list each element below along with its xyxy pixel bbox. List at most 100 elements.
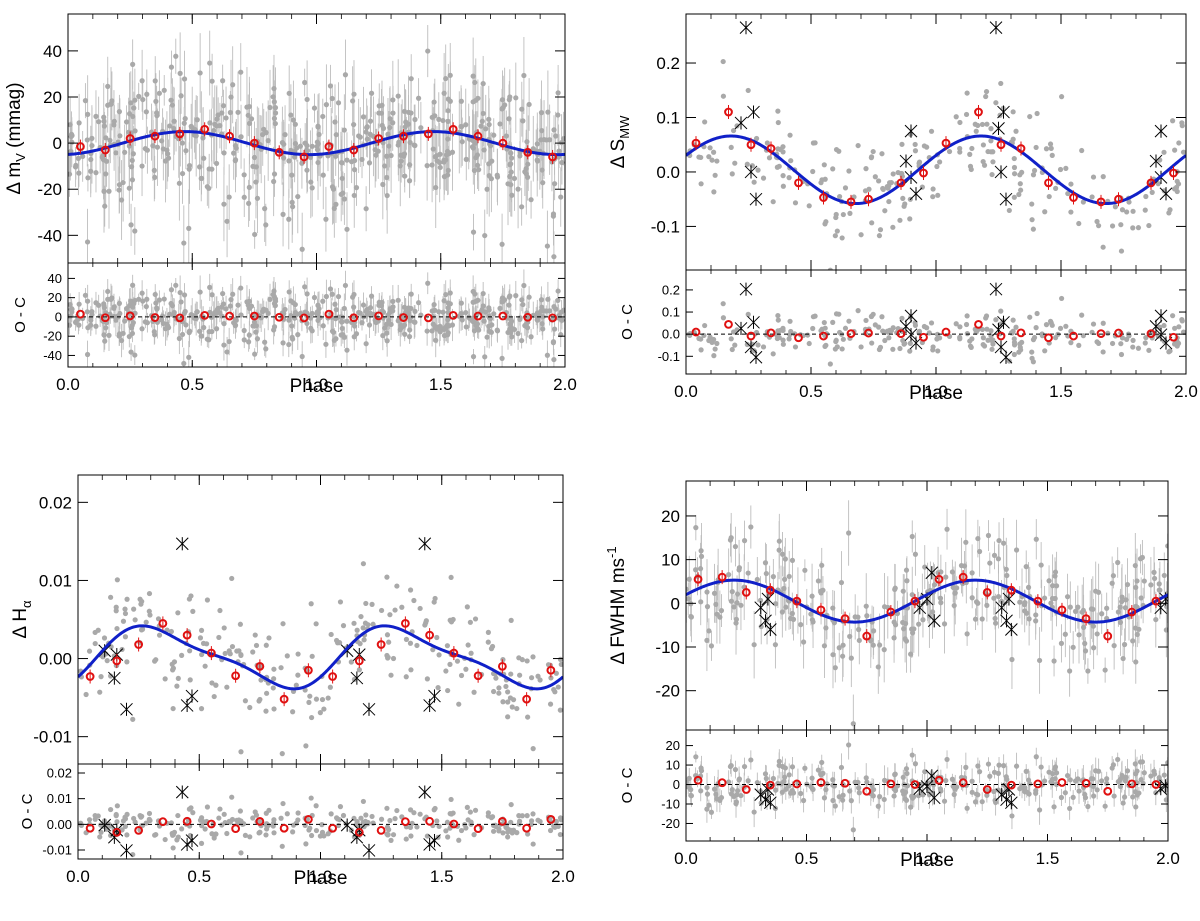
main-ytick-label: 40	[43, 42, 62, 61]
res-data-point	[191, 315, 198, 321]
res-data-point	[998, 308, 1004, 314]
res-binned-point	[448, 310, 458, 320]
res-data-point	[176, 335, 182, 342]
panel-bottom-left: -0.010.000.010.02-0.010.000.010.020.0 0.5…	[10, 474, 575, 889]
main-data-point	[105, 83, 111, 89]
main-data-point	[441, 90, 447, 96]
main-data-point	[718, 607, 725, 614]
res-data-point	[356, 309, 362, 316]
main-data-point	[99, 154, 105, 160]
main-data-point	[864, 613, 870, 619]
res-data-point	[449, 322, 456, 328]
main-data-point	[470, 73, 476, 79]
main-data-point	[309, 185, 315, 191]
res-data-point	[280, 800, 286, 807]
res-data-point	[1053, 770, 1060, 776]
res-data-point	[292, 313, 298, 319]
res-data-point	[286, 289, 292, 295]
main-data-point	[559, 159, 565, 166]
res-data-point	[1003, 774, 1009, 780]
main-data-point	[897, 217, 903, 223]
main-data-point	[1047, 141, 1054, 147]
main-data-point	[217, 123, 223, 129]
main-data-point	[152, 78, 158, 84]
main-data-point	[403, 674, 409, 680]
res-data-point	[122, 823, 129, 829]
main-asterisk-marker	[1002, 592, 1016, 606]
main-binned-point	[125, 134, 135, 143]
main-data-point	[530, 746, 536, 752]
main-binned-point	[182, 630, 192, 640]
res-ytick-label: -20	[43, 329, 62, 344]
main-data-point	[980, 142, 986, 148]
main-data-point	[529, 675, 535, 681]
res-data-point	[539, 321, 545, 327]
main-data-point	[484, 186, 490, 192]
res-data-point	[520, 301, 526, 308]
res-binned-point	[175, 313, 185, 323]
res-data-point	[445, 300, 451, 306]
main-data-point	[440, 117, 446, 124]
res-data-point	[340, 812, 347, 819]
res-data-point	[361, 824, 367, 830]
res-data-point	[755, 342, 761, 348]
res-data-point	[116, 300, 122, 306]
main-data-point	[1082, 640, 1088, 647]
main-binned-point	[158, 619, 168, 628]
res-data-point	[417, 811, 423, 817]
main-data-point	[315, 123, 321, 129]
res-data-point	[132, 352, 138, 358]
res-binned-point	[354, 827, 364, 837]
main-data-point	[780, 173, 786, 179]
res-data-point	[350, 294, 356, 300]
main-data-point	[467, 619, 473, 625]
main-data-point	[1067, 668, 1073, 674]
main-data-point	[1001, 540, 1007, 546]
xtick-label: 2.0	[1174, 382, 1198, 401]
main-data-point	[729, 171, 735, 177]
main-data-point	[183, 148, 189, 154]
res-data-point	[431, 301, 437, 308]
main-data-point	[280, 621, 286, 627]
main-data-point	[337, 599, 344, 605]
main-data-point	[832, 665, 838, 671]
res-data-point	[528, 334, 534, 340]
main-data-point	[727, 537, 734, 543]
main-data-point	[126, 143, 132, 149]
res-data-point	[365, 819, 371, 826]
main-data-point	[132, 228, 138, 234]
main-data-point	[1011, 171, 1018, 177]
main-data-point	[1157, 157, 1163, 163]
main-data-point	[494, 172, 500, 178]
res-data-point	[513, 293, 519, 299]
main-data-point	[387, 116, 393, 122]
main-data-point	[957, 119, 963, 126]
main-data-point	[299, 246, 305, 252]
main-ytick-label: 0.01	[39, 571, 72, 590]
main-data-point	[520, 118, 526, 124]
main-data-point	[497, 121, 503, 127]
main-data-point	[356, 133, 362, 139]
main-data-point	[385, 654, 391, 660]
main-binned-point	[134, 640, 144, 649]
main-data-point	[714, 158, 720, 164]
main-data-point	[935, 192, 941, 198]
main-data-point	[1048, 145, 1054, 151]
res-data-point	[786, 336, 792, 342]
main-data-point	[734, 600, 740, 606]
main-data-point	[1142, 207, 1148, 213]
main-binned-point	[231, 671, 241, 681]
main-data-point	[261, 126, 267, 132]
main-data-point	[770, 199, 776, 205]
main-data-point	[1146, 222, 1152, 229]
main-data-point	[331, 205, 337, 211]
res-data-point	[329, 291, 335, 297]
main-data-point	[314, 143, 320, 149]
main-data-point	[230, 82, 236, 88]
res-asterisk-marker	[997, 315, 1010, 329]
res-data-point	[76, 301, 82, 307]
res-data-point	[252, 809, 258, 815]
main-binned-point	[1103, 631, 1113, 641]
res-data-point	[407, 824, 414, 830]
xtick-label: 0.5	[187, 867, 211, 886]
